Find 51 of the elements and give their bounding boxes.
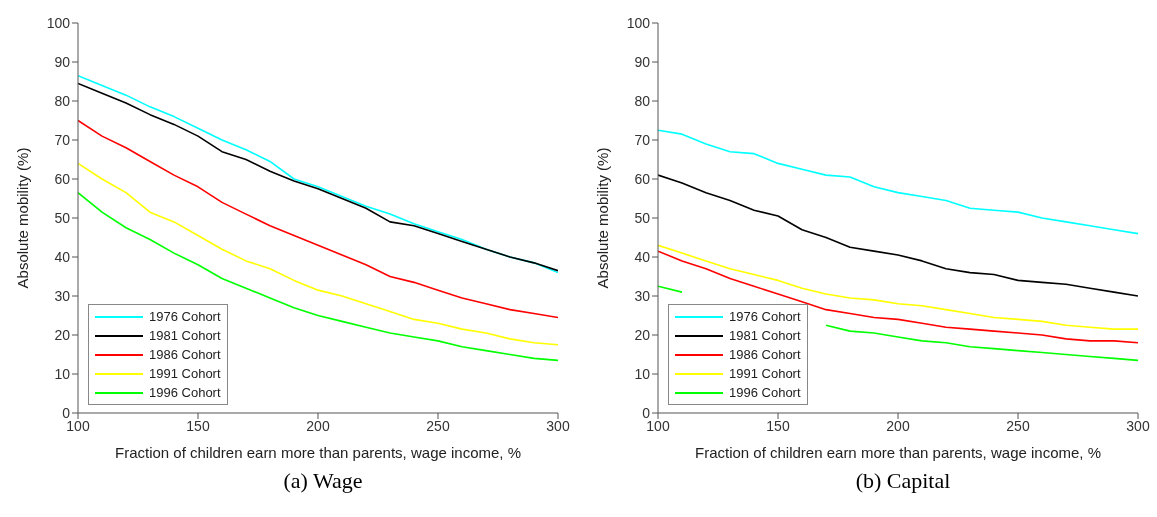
y-tick-label: 90 <box>634 53 651 70</box>
text: (a) Wage <box>282 468 364 494</box>
y-tick-label: 70 <box>634 131 651 148</box>
legend-label: 1986 Cohort <box>149 346 221 364</box>
y-tick-label: 20 <box>634 326 651 343</box>
line-series <box>78 191 558 362</box>
y-tick-label: 40 <box>54 248 71 265</box>
y-tick-label: 60 <box>634 170 651 187</box>
y-axis-title: Absolute mobility (%) <box>594 147 612 289</box>
legend-label: 1991 Cohort <box>149 365 221 383</box>
legend-label: 1981 Cohort <box>149 327 221 345</box>
x-tick-label: 250 <box>1006 417 1030 434</box>
x-axis-title: Fraction of children earn more than parents, wage income, % <box>114 444 522 461</box>
legend-label: 1976 Cohort <box>149 308 221 326</box>
y-tick-label: 60 <box>54 170 71 187</box>
y-tick-label: 100 <box>626 14 651 31</box>
x-tick-label: 200 <box>886 417 910 434</box>
x-axis-title: Fraction of children earn more than parents, wage income, % <box>694 444 1102 461</box>
line-series <box>78 119 558 319</box>
legend-label: 1991 Cohort <box>729 365 801 383</box>
x-tick-label: 150 <box>186 417 210 434</box>
x-tick-label: 150 <box>766 417 790 434</box>
x-tick-label: 300 <box>546 417 570 434</box>
y-axis-title: Absolute mobility (%) <box>14 147 32 289</box>
legend-label: 1976 Cohort <box>729 308 801 326</box>
text: (b) Capital <box>854 468 952 494</box>
y-tick-label: 80 <box>54 92 71 109</box>
y-tick-label: 50 <box>54 209 71 226</box>
y-tick-label: 100 <box>46 14 71 31</box>
y-tick-label: 20 <box>54 326 71 343</box>
line-series <box>658 244 1138 330</box>
line-series <box>658 129 1138 235</box>
x-tick-label: 300 <box>1126 417 1150 434</box>
y-tick-label: 70 <box>54 131 71 148</box>
line-series <box>658 174 1138 297</box>
line-series <box>658 250 1138 344</box>
y-tick-label: 10 <box>634 365 651 382</box>
legend-label: 1996 Cohort <box>149 384 221 402</box>
y-tick-label: 80 <box>634 92 651 109</box>
legend-label: 1996 Cohort <box>729 384 801 402</box>
x-tick-label: 250 <box>426 417 450 434</box>
x-tick-label: 200 <box>306 417 330 434</box>
legend-label: 1981 Cohort <box>729 327 801 345</box>
y-tick-label: 10 <box>54 365 71 382</box>
y-tick-label: 30 <box>634 287 651 304</box>
y-tick-label: 30 <box>54 287 71 304</box>
line-series <box>78 162 558 346</box>
legend-label: 1986 Cohort <box>729 346 801 364</box>
y-tick-label: 50 <box>634 209 651 226</box>
y-tick-label: 40 <box>634 248 651 265</box>
y-tick-label: 90 <box>54 53 71 70</box>
